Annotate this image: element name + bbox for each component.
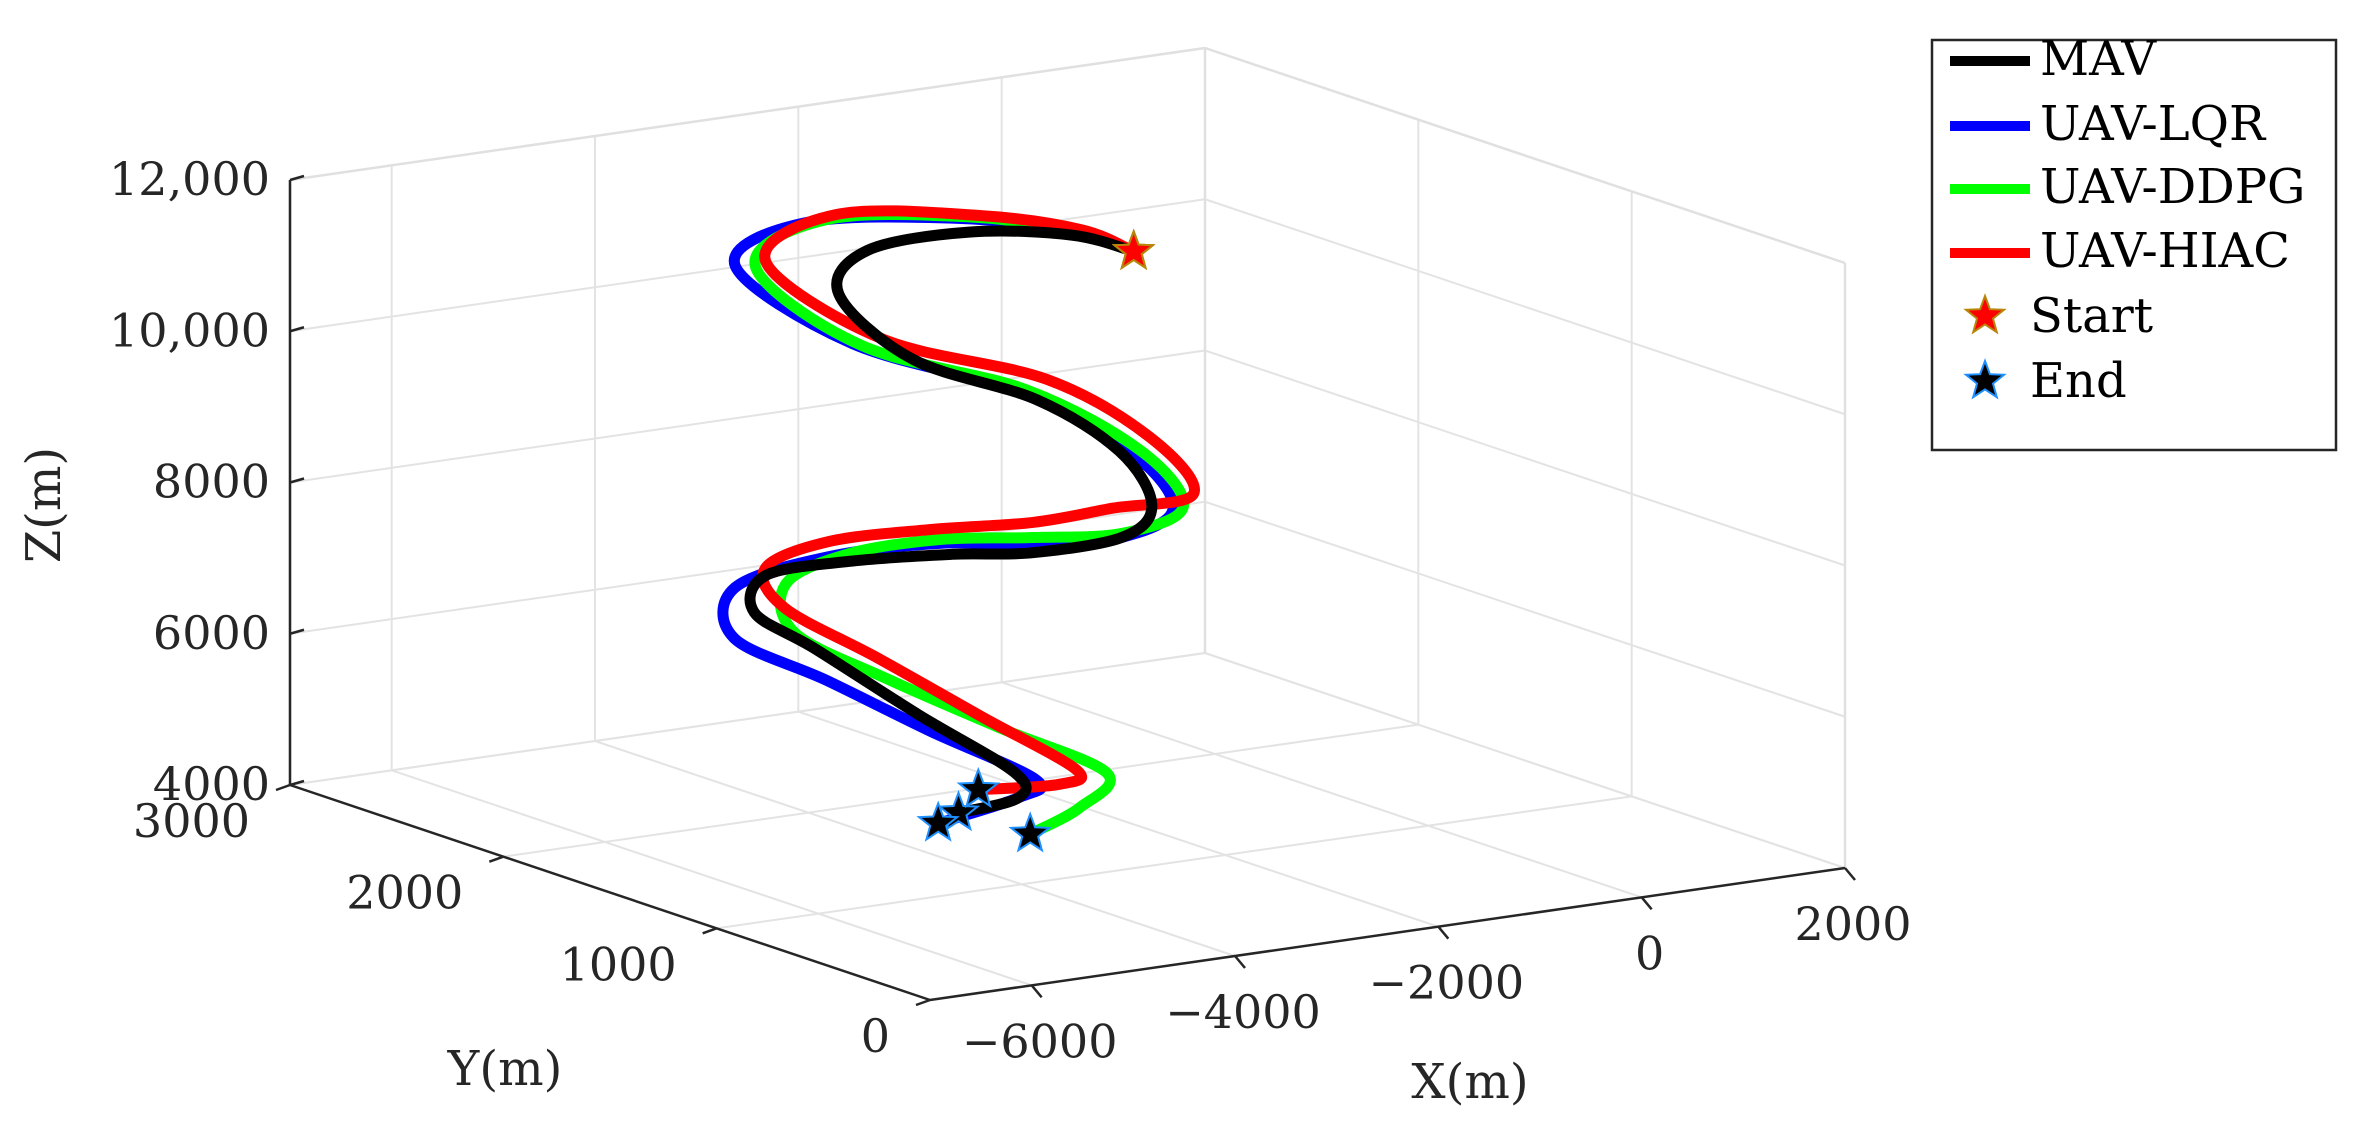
- z-tick-label: 10,000: [109, 303, 270, 357]
- y-tick-label: 0: [861, 1009, 890, 1063]
- z-tick-mark: [289, 628, 305, 635]
- y-axis-ticks: 0 1000 2000 3000: [133, 783, 931, 1063]
- legend-start-marker: [1963, 293, 2007, 335]
- legend-label: UAV-DDPG: [2040, 159, 2305, 215]
- z-tick-label: 4000: [153, 757, 270, 811]
- z-tick-mark: [289, 779, 305, 787]
- box-edge: [1204, 46, 1846, 265]
- x-tick-mark: [1640, 896, 1653, 911]
- grid-line-x-floor: [798, 710, 1439, 928]
- grid-line-z-back: [289, 349, 1206, 484]
- x-tick-mark: [1234, 955, 1246, 969]
- grid-line-z-back: [289, 198, 1206, 333]
- x-tick-label: −6000: [962, 1014, 1118, 1068]
- grid-line-x-floor: [391, 769, 1032, 987]
- x-tick-mark: [1844, 867, 1856, 881]
- z-axis-ticks: 4000 6000 8000 10,000 12,000: [109, 152, 305, 811]
- x-tick-mark: [1030, 984, 1043, 999]
- x-tick-label: −4000: [1165, 985, 1321, 1039]
- z-tick-label: 6000: [153, 606, 270, 660]
- y-tick-mark: [275, 783, 291, 792]
- grid-line-z-side: [1204, 500, 1846, 718]
- grid-line-y-floor: [503, 723, 1419, 858]
- start-marker: [1111, 228, 1156, 271]
- x-axis-ticks: −6000 −4000 −2000 0 2000: [962, 867, 1912, 1068]
- y-tick-mark: [488, 855, 504, 863]
- grid-lines: [289, 47, 1846, 1001]
- grid-line-z-side: [1204, 349, 1846, 567]
- trajectory-series: [717, 205, 1200, 840]
- legend-label: UAV-LQR: [2040, 96, 2267, 152]
- z-axis-label: Z(m): [16, 447, 72, 563]
- z-tick-label: 8000: [153, 455, 270, 509]
- x-tick-label: 0: [1635, 926, 1664, 980]
- end-marker: [916, 800, 960, 842]
- end-marker: [936, 789, 981, 832]
- series-line-mav: [744, 225, 1158, 819]
- grid-line-x-floor: [594, 740, 1236, 957]
- end-marker: [956, 766, 1001, 809]
- z-tick-mark: [289, 477, 305, 484]
- y-tick-mark: [702, 927, 718, 935]
- legend-label: Start: [2030, 288, 2153, 344]
- y-tick-mark: [915, 998, 931, 1007]
- legend-box: [1930, 38, 2338, 452]
- start-end-markers: [916, 228, 1156, 853]
- legend-label: UAV-HIAC: [2040, 223, 2290, 279]
- end-marker: [1008, 811, 1052, 853]
- y-tick-label: 1000: [560, 937, 677, 991]
- x-tick-mark: [1437, 925, 1450, 940]
- y-axis-line: [289, 783, 931, 1002]
- y-tick-label: 2000: [346, 866, 463, 920]
- grid-line-x-floor: [1001, 681, 1642, 899]
- axes-box: [288, 46, 1847, 1002]
- legend: MAV UAV-LQR UAV-DDPG UAV-HIAC Start End: [1930, 31, 2338, 452]
- x-tick-label: 2000: [1794, 897, 1911, 951]
- grid-line-z-back: [289, 652, 1206, 786]
- x-axis-line: [929, 866, 1846, 1002]
- series-line-uav-hiac: [757, 205, 1200, 796]
- y-tick-label: 3000: [133, 794, 250, 848]
- z-tick-mark: [289, 174, 305, 182]
- z-tick-mark: [289, 326, 305, 333]
- x-axis-label: X(m): [1411, 1054, 1528, 1110]
- legend-label: End: [2030, 353, 2127, 409]
- legend-label: MAV: [2040, 31, 2157, 87]
- x-tick-label: −2000: [1369, 956, 1525, 1010]
- box-edge: [289, 46, 1206, 182]
- legend-end-marker: [1963, 358, 2007, 400]
- grid-line-z-side: [1204, 198, 1846, 416]
- z-tick-label: 12,000: [109, 152, 270, 206]
- grid-line-y-floor: [716, 795, 1632, 930]
- y-axis-label: Y(m): [447, 1041, 563, 1097]
- grid-line-z-side: [1204, 652, 1846, 869]
